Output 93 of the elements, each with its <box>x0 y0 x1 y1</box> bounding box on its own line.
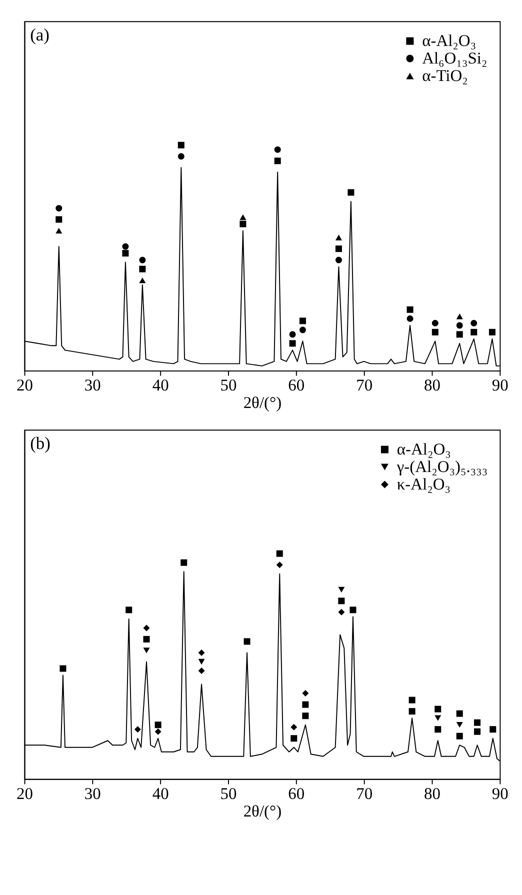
point <box>289 331 296 338</box>
point <box>139 278 146 284</box>
x-tick-label: 40 <box>152 375 169 394</box>
point <box>432 320 438 326</box>
point <box>338 598 345 604</box>
point <box>470 320 478 326</box>
point <box>134 726 141 733</box>
point <box>299 318 306 324</box>
point <box>335 234 342 240</box>
point <box>408 708 416 715</box>
x-tick-label: 50 <box>220 375 237 394</box>
text: (a) <box>30 24 50 45</box>
point <box>302 701 309 708</box>
point <box>198 668 205 674</box>
legend-label: α-Al₂O₃ <box>422 30 476 50</box>
x-axis-title: 2θ/(°) <box>243 392 282 412</box>
x-tick-label: 70 <box>356 375 373 394</box>
x-tick-label: 60 <box>288 375 305 394</box>
x-tick-label: 50 <box>220 784 237 803</box>
point <box>244 638 250 645</box>
point <box>198 658 205 665</box>
point <box>470 328 478 336</box>
legend-label: Al₆O₁₃Si₂ <box>422 48 488 68</box>
x-tick-label: 90 <box>492 375 508 394</box>
text: (b) <box>30 433 51 454</box>
point <box>335 246 342 252</box>
legend-label: α-TiO₂ <box>422 66 468 85</box>
point <box>154 722 162 728</box>
point <box>60 665 66 672</box>
point <box>289 340 296 347</box>
point <box>490 726 496 733</box>
point <box>139 266 146 272</box>
x-tick-label: 40 <box>152 784 169 803</box>
x-tick-label: 30 <box>84 375 101 394</box>
point <box>338 586 345 592</box>
point <box>122 243 129 250</box>
point <box>274 158 281 164</box>
x-tick-label: 80 <box>424 784 440 803</box>
legend-label: α-Al₂O₃ <box>396 439 451 458</box>
point <box>350 606 356 614</box>
x-tick-label: 90 <box>492 784 508 803</box>
point <box>488 328 496 336</box>
point <box>143 624 150 632</box>
x-tick-label: 60 <box>288 784 305 803</box>
point <box>143 648 150 654</box>
point <box>56 204 62 212</box>
point <box>126 606 132 614</box>
point <box>178 142 184 148</box>
point <box>274 146 281 153</box>
point <box>474 728 481 735</box>
point <box>290 724 298 730</box>
point <box>335 256 342 264</box>
point <box>302 690 309 697</box>
point <box>178 153 184 160</box>
point <box>154 728 162 735</box>
point <box>406 306 414 313</box>
point <box>408 696 416 704</box>
point <box>240 214 246 220</box>
point <box>456 331 463 338</box>
point <box>406 315 414 322</box>
x-tick-label: 30 <box>84 784 101 803</box>
point <box>139 256 146 264</box>
legend-label: κ-Al₂O₃ <box>396 474 451 494</box>
point <box>456 732 463 740</box>
point <box>56 228 62 234</box>
point <box>456 722 463 728</box>
point <box>180 559 188 566</box>
legend-label: γ-(Al₂O₃)₅.₃₃₃ <box>396 456 488 476</box>
point <box>474 719 481 726</box>
x-tick-label: 20 <box>16 784 33 803</box>
point <box>276 562 283 568</box>
x-tick-label: 70 <box>356 784 373 803</box>
point <box>302 712 309 720</box>
point <box>434 715 442 721</box>
x-axis-title: 2θ/(°) <box>243 801 282 820</box>
point <box>456 710 463 717</box>
point <box>434 706 442 712</box>
x-tick-label: 20 <box>16 375 33 394</box>
point <box>432 328 438 336</box>
point <box>348 189 354 196</box>
point <box>456 314 463 320</box>
point <box>143 636 150 642</box>
point <box>240 220 246 228</box>
point <box>290 735 298 742</box>
point <box>456 322 463 329</box>
point <box>122 250 129 257</box>
point <box>276 550 283 557</box>
point <box>56 216 62 223</box>
point <box>299 326 306 334</box>
point <box>434 726 442 733</box>
point <box>198 649 205 656</box>
x-tick-label: 80 <box>424 375 440 394</box>
point <box>338 608 345 616</box>
